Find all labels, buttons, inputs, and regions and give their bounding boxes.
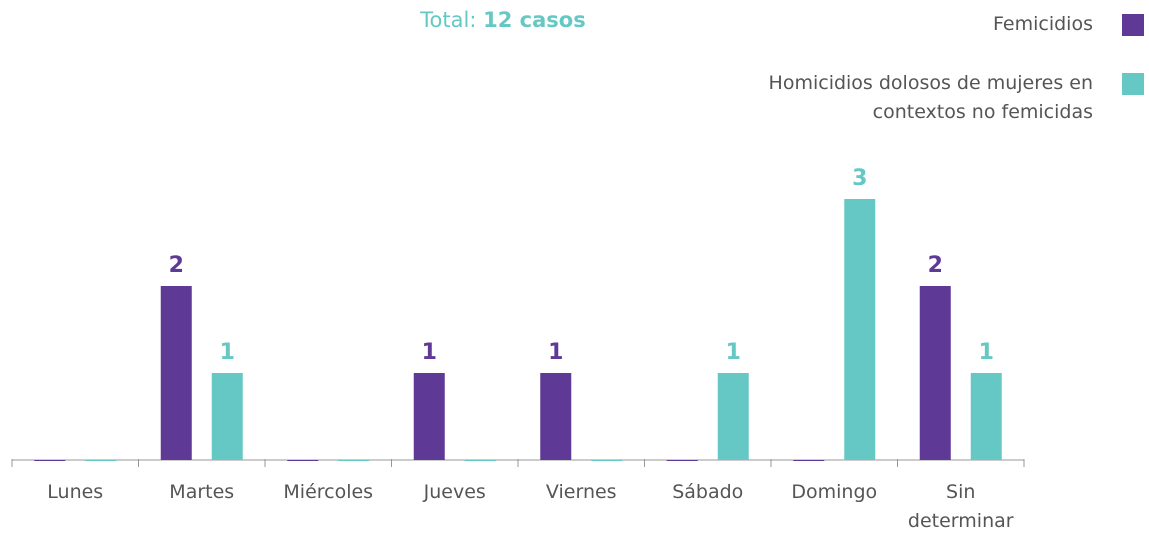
x-tick-label: Jueves (423, 481, 486, 503)
bar (85, 460, 117, 461)
legend-label: Femicidios (993, 13, 1093, 35)
bar (919, 286, 951, 460)
value-label: 1 (979, 340, 994, 365)
x-tick-label: Domingo (791, 481, 878, 503)
bar (717, 373, 749, 460)
value-label: 1 (548, 340, 563, 365)
bar (793, 460, 825, 461)
bar (970, 373, 1002, 460)
value-label: 1 (726, 340, 741, 365)
x-tick-label: Lunes (47, 481, 104, 503)
bar (287, 460, 319, 461)
value-label: 2 (169, 253, 184, 278)
bar (338, 460, 370, 461)
value-label: 1 (422, 340, 437, 365)
title-prefix: Total: (420, 8, 477, 32)
bar (160, 286, 192, 460)
bar (464, 460, 496, 461)
bar (540, 373, 572, 460)
value-label: 2 (928, 253, 943, 278)
value-label: 3 (852, 166, 867, 191)
x-tick-label: Martes (169, 481, 235, 503)
bar (211, 373, 243, 460)
bar (34, 460, 66, 461)
x-tick-label: Viernes (545, 481, 617, 503)
bar (666, 460, 698, 461)
title-total: 12 casos (483, 8, 586, 32)
bar (413, 373, 445, 460)
value-label: 1 (220, 340, 235, 365)
chart-title: Total: 12 casos (0, 8, 1006, 32)
x-tick-label: Sin determinar (907, 481, 1014, 532)
legend-swatch (1122, 14, 1144, 36)
bar (591, 460, 623, 461)
x-tick-label: Miércoles (283, 481, 374, 503)
legend-label: Homicidios dolosos de mujeres en context… (768, 72, 1093, 123)
legend-swatch (1122, 73, 1144, 95)
x-tick-label: Sábado (672, 481, 744, 503)
bar (844, 199, 876, 460)
